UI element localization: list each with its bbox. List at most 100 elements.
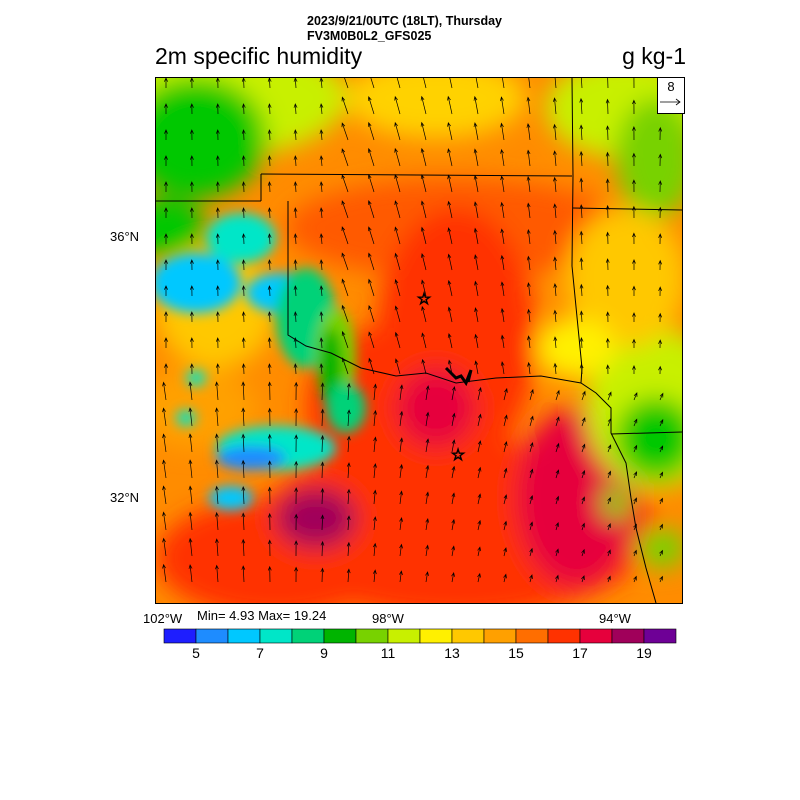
wind-arrow xyxy=(526,123,531,141)
wind-arrow xyxy=(423,78,427,89)
wind-arrow xyxy=(189,233,194,245)
wind-arrow xyxy=(502,78,505,89)
wind-arrow xyxy=(500,96,505,115)
wind-arrow xyxy=(294,513,299,531)
wind-arrow xyxy=(579,124,584,141)
wind-arrow xyxy=(241,538,246,557)
wind-arrow xyxy=(658,312,663,323)
red-river-lake xyxy=(444,366,473,387)
wind-arrow xyxy=(527,361,531,375)
wind-arrow xyxy=(241,337,246,349)
wind-arrow xyxy=(367,226,375,245)
wind-arrow xyxy=(579,310,584,323)
wind-arrow xyxy=(341,174,349,193)
header-date: 2023/9/21/0UTC (18LT), Thursday xyxy=(307,14,502,28)
wind-arrow xyxy=(500,361,505,375)
wind-arrow xyxy=(420,200,427,219)
wind-arrow xyxy=(267,512,272,531)
wind-arrow xyxy=(503,494,508,505)
wind-arrow xyxy=(555,495,560,505)
wind-arrow xyxy=(215,103,220,115)
wind-arrow xyxy=(579,363,584,375)
wind-arrow xyxy=(633,418,638,427)
wind-arrow xyxy=(659,549,663,557)
map-panel[interactable]: ☆ ☆ xyxy=(155,77,683,604)
colorbar-tick-label: 5 xyxy=(192,645,200,661)
reference-vector-label: 8 xyxy=(667,79,675,94)
wind-arrow xyxy=(500,334,505,349)
wind-arrow xyxy=(605,337,610,349)
wind-arrow xyxy=(189,337,194,349)
wind-arrow xyxy=(425,544,429,557)
wind-arrow xyxy=(658,180,663,193)
colorbar-swatch xyxy=(515,628,549,644)
wind-arrow xyxy=(164,181,168,192)
wind-arrow xyxy=(164,311,168,322)
wind-arrow xyxy=(394,358,401,375)
wind-arrow xyxy=(579,204,584,219)
wind-arrow xyxy=(320,382,325,401)
wind-arrow xyxy=(319,181,324,193)
wind-arrow xyxy=(607,523,611,531)
wind-arrow xyxy=(581,417,586,427)
wind-arrow xyxy=(241,129,246,141)
wind-arrow xyxy=(293,311,298,323)
wind-arrow xyxy=(215,538,219,557)
wind-arrow xyxy=(189,311,194,323)
wind-arrow xyxy=(164,78,168,88)
wind-arrow xyxy=(319,155,324,167)
wind-arrow xyxy=(267,181,272,193)
wind-arrow xyxy=(473,95,479,115)
wind-arrow xyxy=(373,383,378,401)
wind-arrow xyxy=(500,307,505,323)
wind-arrow xyxy=(425,385,430,401)
wind-arrow xyxy=(394,252,401,271)
wind-arrow xyxy=(319,129,324,141)
colorbar-tick-label: 11 xyxy=(380,645,396,661)
wind-arrow xyxy=(367,121,375,141)
wind-arrow xyxy=(529,468,534,479)
wind-arrow xyxy=(421,279,427,297)
wind-arrow xyxy=(605,151,610,167)
wind-arrow xyxy=(633,575,637,583)
wind-arrow xyxy=(164,233,168,244)
wind-arrow xyxy=(267,155,272,167)
wind-arrow xyxy=(529,521,534,531)
wind-arrow xyxy=(215,511,219,531)
wind-arrow xyxy=(164,337,168,348)
wind-arrow xyxy=(420,147,427,167)
wind-arrow xyxy=(394,95,401,115)
wind-arrow xyxy=(503,441,508,453)
wind-arrow xyxy=(632,99,636,115)
wind-arrow xyxy=(399,463,404,479)
wind-arrow xyxy=(529,441,534,453)
wind-arrow xyxy=(447,359,453,375)
wind-arrow xyxy=(421,253,427,271)
wind-arrow xyxy=(581,522,585,531)
lat-label-36: 36°N xyxy=(110,229,140,244)
lat-label-32: 32°N xyxy=(110,490,140,505)
wind-arrow xyxy=(241,512,246,531)
wind-arrow xyxy=(267,78,272,89)
wind-arrow xyxy=(394,173,401,193)
wind-arrow xyxy=(659,497,663,505)
wind-arrow xyxy=(659,523,663,531)
wind-arrow xyxy=(214,433,219,453)
wind-arrow xyxy=(474,280,479,297)
colorbar-swatch xyxy=(611,628,645,644)
wind-arrow xyxy=(607,417,612,427)
wind-arrow xyxy=(451,439,456,453)
wind-arrow xyxy=(346,541,351,557)
wind-arrow xyxy=(164,285,168,296)
wind-arrow xyxy=(500,201,505,219)
wind-arrow xyxy=(579,230,584,245)
wind-arrow xyxy=(553,283,558,297)
wind-arrow xyxy=(607,549,611,557)
wind-arrow xyxy=(346,488,351,505)
wind-arrow xyxy=(214,407,219,427)
wind-arrow xyxy=(399,517,403,531)
wind-arrow xyxy=(503,414,508,427)
colorbar-swatch xyxy=(387,628,421,644)
colorbar-tick-label: 13 xyxy=(444,645,460,661)
wind-arrow xyxy=(500,122,505,141)
